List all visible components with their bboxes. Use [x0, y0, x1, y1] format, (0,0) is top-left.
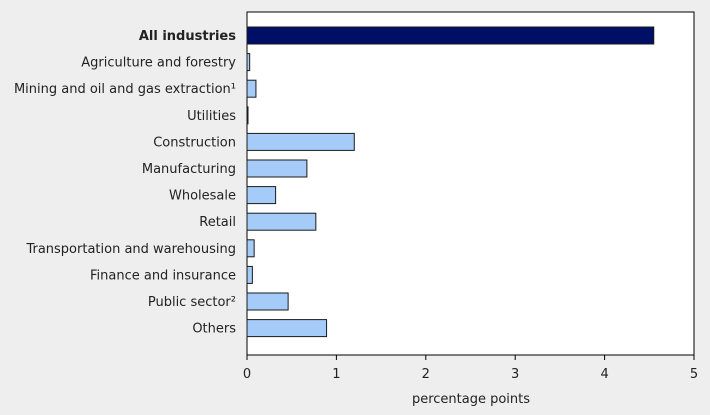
bar-all-industries — [246, 26, 655, 45]
bar-construction — [246, 132, 355, 151]
bar-transportation-and-warehousing — [246, 239, 255, 258]
bar-mining-and-oil-and-gas-extraction — [246, 79, 257, 98]
x-tick-label-3: 3 — [511, 367, 519, 382]
category-labels: All industries Agriculture and forestry Mi… — [14, 29, 236, 337]
category-label-utilities: Utilities — [187, 109, 236, 124]
category-label-public-sector: Public sector² — [148, 295, 236, 310]
x-tick-label-1: 1 — [332, 367, 340, 382]
x-tick-label-0: 0 — [243, 367, 251, 382]
bar-finance-and-insurance — [246, 265, 253, 284]
bar-others — [246, 319, 328, 338]
bars-layer — [246, 26, 655, 338]
plot-area — [246, 11, 695, 356]
category-label-transportation-and-warehousing: Transportation and warehousing — [25, 242, 236, 257]
category-label-all-industries: All industries — [139, 29, 236, 44]
category-label-finance-and-insurance: Finance and insurance — [90, 268, 236, 283]
bar-public-sector — [246, 292, 289, 311]
category-label-agriculture-and-forestry: Agriculture and forestry — [81, 56, 236, 71]
x-tick-label-5: 5 — [690, 367, 698, 382]
category-label-mining-and-oil-and-gas-extraction: Mining and oil and gas extraction¹ — [14, 82, 236, 97]
category-label-manufacturing: Manufacturing — [142, 162, 236, 177]
x-axis-label: percentage points — [412, 392, 530, 407]
bar-retail — [246, 212, 317, 231]
x-axis-ticks: 0 1 2 3 4 5 — [243, 355, 698, 382]
category-label-retail: Retail — [199, 215, 236, 230]
category-label-others: Others — [192, 322, 236, 337]
bar-utilities — [246, 106, 249, 125]
bar-manufacturing — [246, 159, 308, 178]
x-tick-label-4: 4 — [600, 367, 608, 382]
bar-wholesale — [246, 186, 277, 205]
category-label-wholesale: Wholesale — [169, 189, 236, 204]
x-tick-label-2: 2 — [422, 367, 430, 382]
bar-agriculture-and-forestry — [246, 53, 251, 72]
category-label-construction: Construction — [153, 135, 236, 150]
